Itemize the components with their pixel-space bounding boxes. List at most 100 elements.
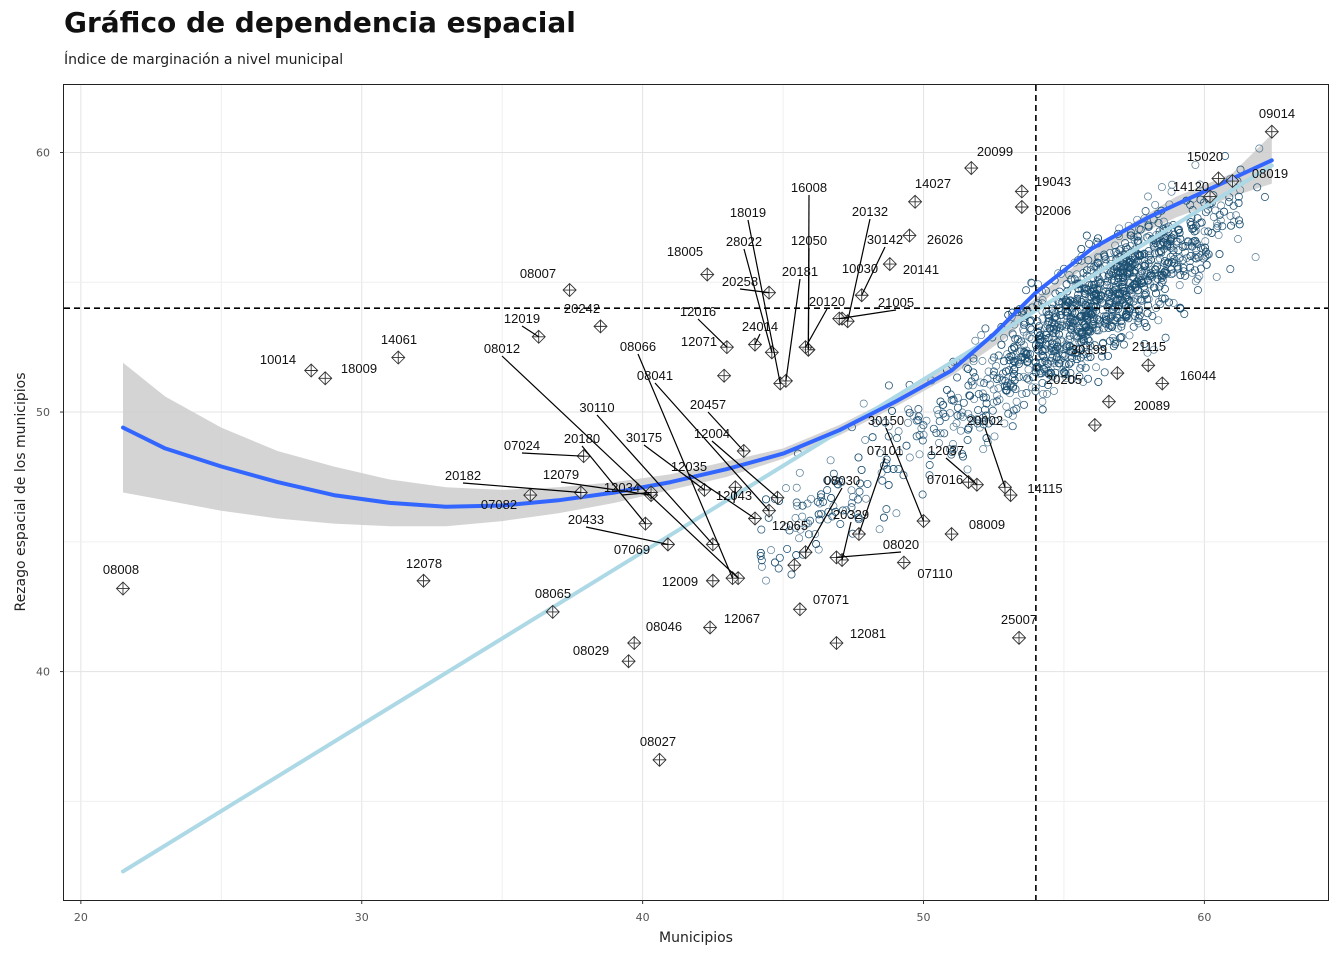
x-tick-label: 60 [1197,911,1211,924]
leader-line-20329 [841,521,852,561]
scatter-point [1150,283,1159,292]
scatter-point [1058,337,1067,346]
scatter-point [1002,367,1010,376]
point-label-10030: 10030 [842,261,878,276]
point-label-08046: 08046 [646,619,682,634]
leader-line-30142 [861,246,886,296]
y-tick-label: 40 [36,666,50,679]
scatter-point [807,494,815,503]
scatter-point [1094,234,1102,243]
scatter-point [1062,280,1071,289]
outlier-point-25007 [1011,630,1027,645]
scatter-point [793,501,802,510]
scatter-point [969,416,978,425]
scatter-point [984,419,993,428]
scatter-point [1042,390,1051,398]
scatter-point [1089,315,1098,324]
scatter-point [1157,248,1166,257]
scatter-point [953,403,962,412]
scatter-point [1023,374,1032,383]
scatter-point [1167,187,1176,196]
leader-line-12037 [945,457,978,486]
scatter-point [1167,265,1176,274]
scatter-point [1110,276,1119,285]
scatter-point [1157,183,1166,192]
scatter-point [1161,233,1170,242]
scatter-point [1188,224,1197,233]
scatter-point [1066,296,1075,305]
scatter-point [757,562,766,571]
outlier-point-18009 [318,371,333,386]
scatter-point [1025,333,1034,342]
scatter-point [1201,252,1210,261]
scatter-point [1010,344,1019,353]
point-label-20132: 20132 [852,204,888,219]
scatter-point [988,406,997,415]
scatter-point [1000,333,1008,342]
scatter-point [889,465,898,473]
scatter-point [1102,312,1111,321]
outlier-point-02006 [1014,199,1029,215]
scatter-point [933,406,942,414]
point-label-14115: 14115 [1027,481,1062,496]
scatter-point [806,516,814,525]
scatter-point [1039,351,1048,360]
scatter-point [958,408,967,417]
leader-line-21005 [839,309,897,320]
scatter-point [1135,305,1144,314]
scatter-point [1083,266,1091,275]
leader-line-08066 [637,353,734,579]
scatter-point [1157,273,1166,282]
scatter-point [1057,307,1066,316]
scatter-point [783,544,792,553]
scatter-point [1100,281,1109,289]
scatter-point [1169,246,1178,255]
scatter-point [1053,338,1062,347]
scatter-point [831,476,840,485]
point-cloud [756,144,1269,585]
scatter-point [892,509,901,518]
scatter-point [1092,363,1101,372]
scatter-point [893,434,901,443]
scatter-point [1116,333,1125,342]
outlier-point-19043 [1014,184,1029,199]
point-label-28022: 28022 [726,234,762,249]
scatter-point [1149,345,1158,354]
outlier-point-07082 [523,487,538,503]
scatter-point [1224,198,1233,206]
scatter-point [1068,322,1077,331]
scatter-point [857,465,866,474]
scatter-point [774,564,783,573]
scatter-point [973,415,982,424]
outlier-point-12081 [829,635,844,651]
scatter-point [1038,397,1047,406]
leader-line-20180 [581,445,646,525]
scatter-point [1161,267,1170,276]
scatter-point [1010,342,1018,351]
scatter-point [1094,377,1103,386]
scatter-point [982,393,990,402]
scatter-point [1069,297,1078,306]
scatter-point [1193,274,1202,283]
scatter-point [1195,180,1204,189]
scatter-point [1086,327,1095,336]
scatter-point [1012,404,1021,413]
scatter-point [964,425,972,434]
scatter-point [1042,329,1051,337]
scatter-point [1129,297,1138,306]
scatter-point [1067,347,1076,356]
scatter-point [1050,340,1059,349]
scatter-point [1197,218,1206,227]
scatter-point [1148,312,1157,320]
scatter-point [1094,326,1103,335]
label-leader-lines [462,194,1006,579]
scatter-point [998,376,1007,385]
point-label-21115: 21115 [1132,339,1166,354]
point-label-07071: 07071 [813,592,849,607]
outlier-point-12078 [416,573,431,588]
scatter-point [1002,402,1011,411]
scatter-point [1072,355,1081,364]
scatter-point [1000,357,1008,366]
scatter-point [1227,221,1235,230]
scatter-point [1128,282,1137,291]
